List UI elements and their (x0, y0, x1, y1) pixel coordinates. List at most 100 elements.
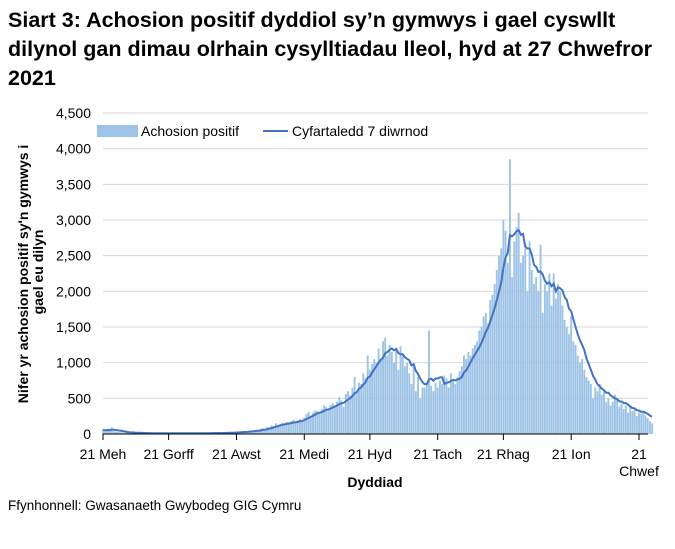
bar (611, 401, 614, 434)
bar (331, 403, 334, 434)
y-tick-label: 0 (83, 426, 91, 442)
bar (491, 294, 494, 434)
bar (117, 431, 120, 434)
bar (548, 273, 551, 434)
bar (329, 404, 332, 434)
bar (305, 414, 308, 434)
bar (638, 412, 640, 434)
bar (533, 284, 535, 434)
bar (522, 255, 524, 434)
bar (596, 391, 599, 434)
bar (417, 376, 419, 434)
x-tick-label: 21 Meh (80, 446, 127, 462)
y-tick-label: 4,500 (56, 105, 91, 121)
y-tick-label: 2,000 (56, 283, 91, 299)
line-7-day-average (102, 228, 653, 435)
bar (493, 284, 496, 434)
y-axis-title: Nifer yr achosion positif sy'n gymwys i … (15, 141, 46, 403)
bar (565, 327, 568, 434)
bar (292, 419, 295, 434)
bar (651, 423, 654, 434)
bar (108, 430, 111, 434)
bar (428, 330, 430, 434)
bar (344, 394, 347, 434)
bar (360, 384, 363, 434)
bar (312, 412, 314, 434)
bar (320, 409, 323, 434)
y-axis-title-line1: Nifer yr achosion positif sy'n gymwys i (15, 145, 31, 404)
bar (616, 399, 619, 434)
bar (539, 244, 542, 434)
x-axis: 21 Meh 21 Gorff 21 Awst 21 Medi 21 Hyd 21 Tac… (80, 433, 659, 479)
bar (622, 409, 625, 434)
bar (600, 394, 603, 434)
legend-label-line: Cyfartaledd 7 diwrnod (292, 123, 428, 139)
y-tick-label: 3,000 (56, 212, 91, 228)
bar (592, 398, 595, 434)
bar (355, 392, 358, 434)
bar (362, 373, 365, 434)
bar (478, 330, 481, 434)
legend-swatch-bar (97, 125, 138, 137)
bar (613, 394, 616, 434)
bar (257, 430, 260, 434)
bar (314, 410, 317, 434)
bar (307, 411, 310, 434)
bar (325, 406, 328, 434)
y-axis-title-line2: gael eu dilyn (30, 230, 46, 315)
bar (296, 420, 299, 434)
bar (358, 382, 360, 434)
bar (537, 291, 540, 434)
bar (627, 412, 630, 434)
bar (340, 400, 343, 434)
bar (368, 369, 371, 434)
bar (430, 385, 433, 434)
bar (631, 411, 634, 434)
bar (524, 248, 527, 434)
bar (436, 387, 439, 434)
bar (563, 319, 566, 434)
bar (574, 344, 577, 434)
bar (550, 305, 553, 434)
bar (290, 421, 293, 434)
bar (463, 355, 465, 434)
bar (102, 429, 104, 434)
legend-label-bar: Achosion positif (141, 123, 239, 139)
bar (452, 379, 454, 434)
bar (121, 432, 124, 434)
bar (552, 273, 555, 434)
x-tick-label: 21 Rhag (477, 446, 530, 462)
bar (511, 277, 514, 434)
bar (123, 431, 126, 434)
x-tick-label: 21 Hyd (348, 446, 392, 462)
bar (119, 432, 122, 434)
bar (377, 348, 380, 434)
bar (342, 406, 345, 434)
bar (609, 405, 612, 434)
bar (471, 348, 474, 434)
bar (515, 227, 518, 434)
bar (379, 359, 382, 434)
bar (301, 420, 304, 434)
bar (526, 291, 529, 434)
bar (390, 351, 393, 434)
bar (351, 387, 354, 434)
bar (502, 220, 505, 434)
bar (112, 431, 115, 434)
bar (554, 298, 557, 434)
y-tick-label: 1,000 (56, 355, 91, 371)
bar (382, 341, 384, 434)
bar (648, 421, 651, 434)
bar (624, 405, 627, 434)
bar (388, 344, 391, 434)
bar (364, 378, 367, 434)
bar (570, 316, 573, 434)
bar (423, 387, 426, 434)
bar (366, 355, 369, 434)
bar (473, 344, 476, 434)
bar (246, 432, 249, 434)
bar (454, 384, 457, 434)
bar (467, 351, 470, 434)
y-axis: 0 500 1,000 1,500 2,000 2,500 3,000 3,500 4,000 4… (56, 105, 91, 442)
bar (432, 391, 435, 434)
